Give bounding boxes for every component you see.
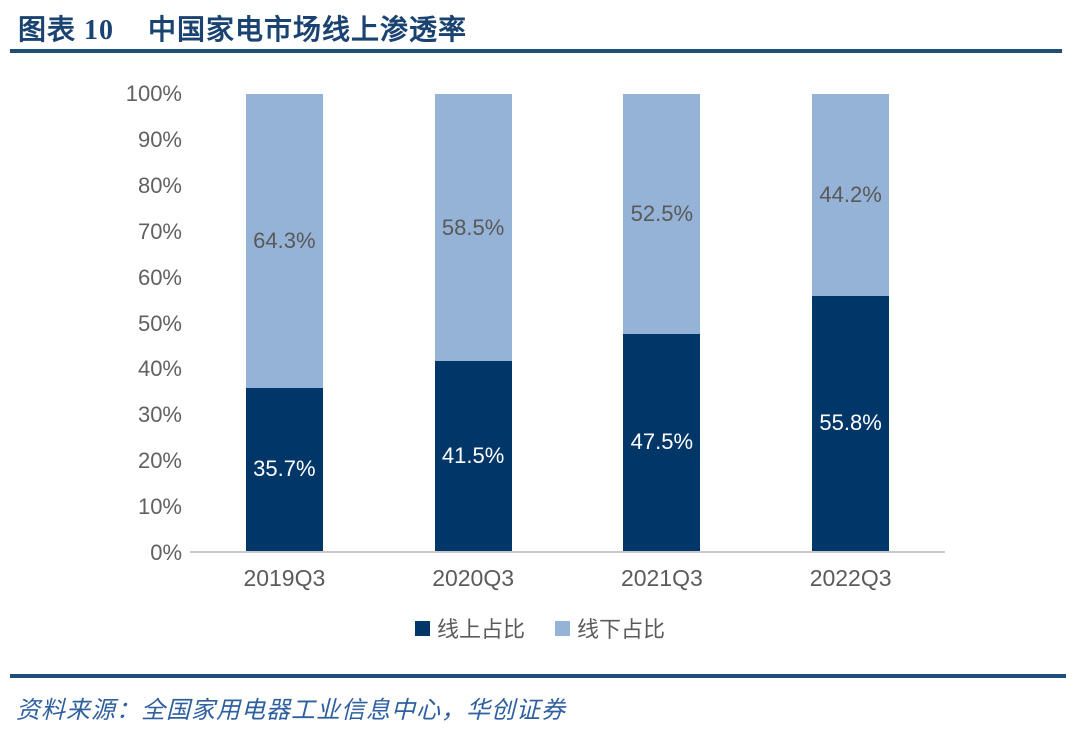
figure-number-label: 图表 10 (18, 15, 115, 46)
figure-header: 图表 10 中国家电市场线上渗透率 (18, 8, 467, 48)
bar-segment-线上占比: 35.7% (245, 387, 323, 551)
y-tick-label: 0% (150, 540, 182, 565)
legend-label: 线下占比 (577, 617, 666, 642)
y-tick-label: 90% (137, 126, 182, 152)
bar-segment-线上占比: 47.5% (623, 333, 701, 551)
stacked-bar-2022Q3: 44.2% 55.8% (812, 94, 890, 551)
x-tick-label: 2022Q3 (809, 565, 892, 591)
figure-title: 中国家电市场线上渗透率 (148, 15, 468, 46)
stacked-bar-2020Q3: 58.5% 41.5% (434, 94, 512, 551)
bar-segment-线下占比: 52.5% (623, 94, 701, 334)
y-tick-label: 80% (137, 172, 182, 198)
x-tick-label: 2019Q3 (243, 565, 326, 591)
stacked-bar-2021Q3: 52.5% 47.5% (623, 94, 701, 551)
bar-column-2020Q3: 58.5% 41.5% (379, 94, 568, 551)
segment-value-label: 41.5% (441, 443, 505, 469)
segment-value-label: 35.7% (253, 456, 316, 482)
plot-area: 64.3% 35.7% 58.5% 41.5% 52.5% 47.5% 44.2% 55.8% (190, 94, 945, 553)
y-tick-label: 30% (137, 402, 182, 428)
stacked-bar-2019Q3: 64.3% 35.7% (245, 94, 323, 551)
bar-column-2022Q3: 44.2% 55.8% (756, 94, 945, 551)
header-rule (10, 49, 1062, 53)
legend: 线上占比 线下占比 (0, 612, 1080, 644)
legend-item-线上占比: 线上占比 (414, 612, 525, 644)
legend-item-线下占比: 线下占比 (555, 612, 665, 644)
x-axis: 2019Q3 2020Q3 2021Q3 2022Q3 (190, 565, 945, 592)
segment-value-label: 47.5% (630, 429, 694, 455)
bar-segment-线下占比: 64.3% (245, 94, 323, 388)
bar-column-2019Q3: 64.3% 35.7% (190, 94, 379, 551)
bar-segment-线上占比: 55.8% (812, 295, 890, 551)
segment-value-label: 64.3% (253, 227, 316, 253)
bar-segment-线下占比: 58.5% (434, 94, 512, 362)
bar-segment-线下占比: 44.2% (812, 94, 890, 296)
y-tick-label: 40% (137, 356, 182, 382)
source-note: 资料来源：全国家用电器工业信息中心，华创证券 (16, 698, 566, 724)
segment-value-label: 58.5% (441, 214, 505, 240)
bar-column-2021Q3: 52.5% 47.5% (568, 94, 757, 551)
y-axis: 0% 10% 20% 30% 40% 50% 60% 70% 80% 90% 100% (0, 83, 182, 564)
x-tick-label: 2021Q3 (620, 565, 703, 591)
y-tick-label: 20% (137, 448, 182, 474)
footer-rule (10, 674, 1066, 678)
segment-value-label: 44.2% (819, 181, 882, 207)
y-tick-label: 10% (137, 494, 182, 520)
y-tick-label: 50% (137, 310, 182, 336)
bar-segment-线上占比: 41.5% (434, 361, 512, 551)
y-tick-label: 70% (137, 218, 182, 244)
legend-swatch-icon (414, 620, 430, 636)
y-tick-label: 60% (137, 264, 182, 290)
legend-label: 线上占比 (436, 617, 525, 642)
segment-value-label: 55.8% (819, 410, 882, 436)
segment-value-label: 52.5% (630, 200, 694, 226)
y-tick-label: 100% (125, 81, 182, 106)
x-tick-label: 2020Q3 (432, 565, 515, 591)
legend-swatch-icon (555, 620, 570, 636)
